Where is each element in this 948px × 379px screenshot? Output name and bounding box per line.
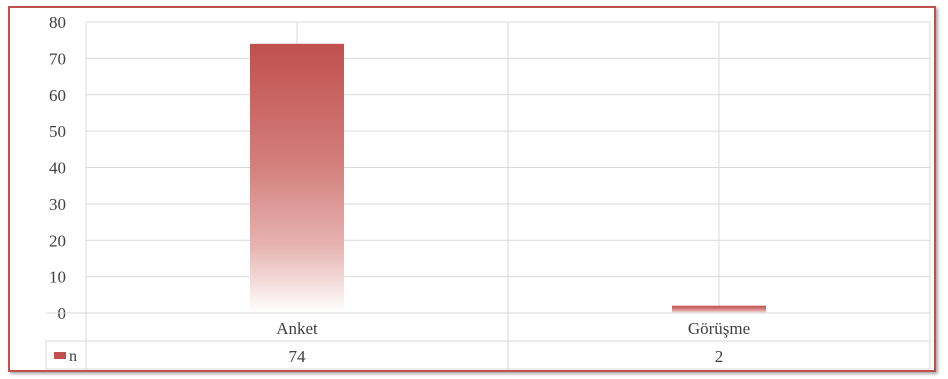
bar-anket bbox=[250, 43, 344, 313]
bars bbox=[250, 43, 766, 313]
y-tick-label-80: 80 bbox=[49, 13, 66, 32]
category-label-görüşme: Görüşme bbox=[688, 319, 750, 338]
category-label-anket: Anket bbox=[276, 319, 318, 338]
data-table-value-görüşme: 2 bbox=[715, 347, 724, 366]
y-tick-label-20: 20 bbox=[49, 231, 66, 250]
gridlines bbox=[85, 21, 931, 369]
legend-swatch bbox=[54, 352, 66, 359]
y-tick-label-60: 60 bbox=[49, 86, 66, 105]
chart-frame bbox=[8, 6, 936, 372]
data-table-value-anket: 74 bbox=[289, 347, 307, 366]
bar-görüşme bbox=[672, 305, 766, 313]
y-tick-label-30: 30 bbox=[49, 195, 66, 214]
y-tick-label-10: 10 bbox=[49, 268, 66, 287]
y-tick-label-40: 40 bbox=[49, 159, 66, 178]
y-tick-label-50: 50 bbox=[49, 122, 66, 141]
data-table: Anket 74 Görüşme 2 n bbox=[45, 312, 930, 370]
y-tick-label-70: 70 bbox=[49, 49, 66, 68]
legend-label: n bbox=[69, 348, 77, 365]
